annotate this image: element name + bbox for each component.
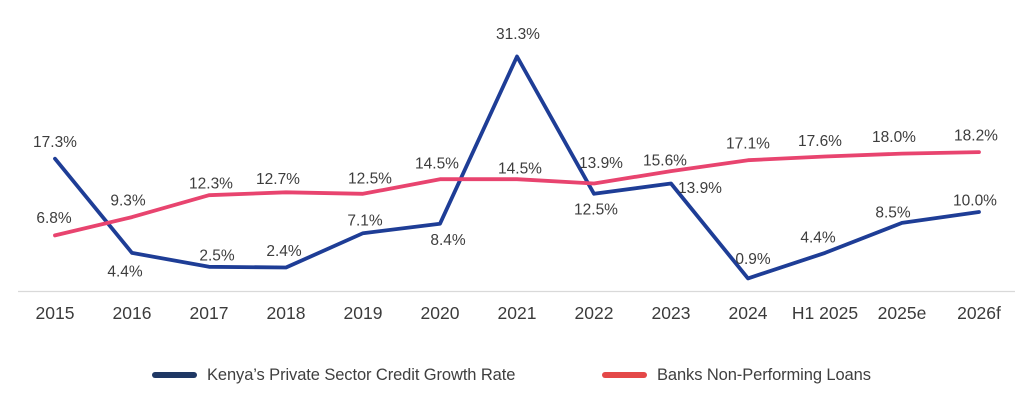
legend-label-credit-growth: Kenya’s Private Sector Credit Growth Rat… bbox=[207, 365, 516, 384]
chart-legend: Kenya’s Private Sector Credit Growth Rat… bbox=[0, 364, 1024, 388]
x-tick-label: 2016 bbox=[113, 303, 152, 323]
data-label: 10.0% bbox=[953, 193, 997, 210]
legend-item-credit-growth[interactable]: Kenya’s Private Sector Credit Growth Rat… bbox=[152, 364, 515, 386]
data-label: 31.3% bbox=[496, 26, 540, 43]
x-tick-label: 2020 bbox=[421, 303, 460, 323]
data-label: 14.5% bbox=[498, 161, 542, 178]
data-label: 12.5% bbox=[574, 201, 618, 218]
data-label: 0.9% bbox=[735, 251, 771, 268]
data-label: 15.6% bbox=[643, 153, 687, 170]
data-label: 14.5% bbox=[415, 156, 459, 173]
credit-growth-line bbox=[53, 54, 981, 281]
x-tick-label: 2025e bbox=[878, 303, 927, 323]
line-chart: 17.3% 4.4% 2.5% 2.4% 7.1% 8.4% 31.3% 12.5% 13.9%… bbox=[18, 26, 1015, 323]
data-label: 12.5% bbox=[348, 170, 392, 187]
data-label: 6.8% bbox=[36, 210, 72, 227]
x-tick-label: 2015 bbox=[36, 303, 75, 323]
data-label: 18.0% bbox=[872, 129, 916, 146]
x-tick-label: 2023 bbox=[652, 303, 691, 323]
x-tick-label: H1 2025 bbox=[792, 303, 858, 323]
data-label: 18.2% bbox=[954, 128, 998, 145]
data-label: 2.5% bbox=[199, 247, 235, 264]
data-label: 17.1% bbox=[726, 136, 770, 153]
x-tick-label: 2024 bbox=[729, 303, 768, 323]
legend-label-npl: Banks Non-Performing Loans bbox=[657, 365, 871, 384]
data-label: 7.1% bbox=[347, 213, 383, 230]
x-tick-label: 2021 bbox=[498, 303, 537, 323]
data-label: 17.3% bbox=[33, 134, 77, 151]
legend-item-npl[interactable]: Banks Non-Performing Loans bbox=[602, 364, 871, 386]
credit-growth-line-swatch bbox=[152, 372, 197, 378]
npl-line bbox=[53, 150, 981, 238]
data-label: 2.4% bbox=[266, 243, 302, 260]
x-tick-label: 2017 bbox=[190, 303, 229, 323]
x-tick-label: 2022 bbox=[575, 303, 614, 323]
data-label: 13.9% bbox=[678, 180, 722, 197]
npl-line-swatch bbox=[602, 372, 647, 378]
data-label: 8.5% bbox=[875, 204, 911, 221]
data-label: 13.9% bbox=[579, 155, 623, 172]
data-label: 12.3% bbox=[189, 176, 233, 193]
x-tick-label: 2019 bbox=[344, 303, 383, 323]
data-label: 12.7% bbox=[256, 171, 300, 188]
data-label: 9.3% bbox=[110, 193, 146, 210]
x-tick-label: 2026f bbox=[957, 303, 1001, 323]
data-label: 17.6% bbox=[798, 133, 842, 150]
data-label: 4.4% bbox=[107, 263, 143, 280]
data-label: 4.4% bbox=[800, 229, 836, 246]
data-label: 8.4% bbox=[430, 232, 466, 249]
x-tick-label: 2018 bbox=[267, 303, 306, 323]
